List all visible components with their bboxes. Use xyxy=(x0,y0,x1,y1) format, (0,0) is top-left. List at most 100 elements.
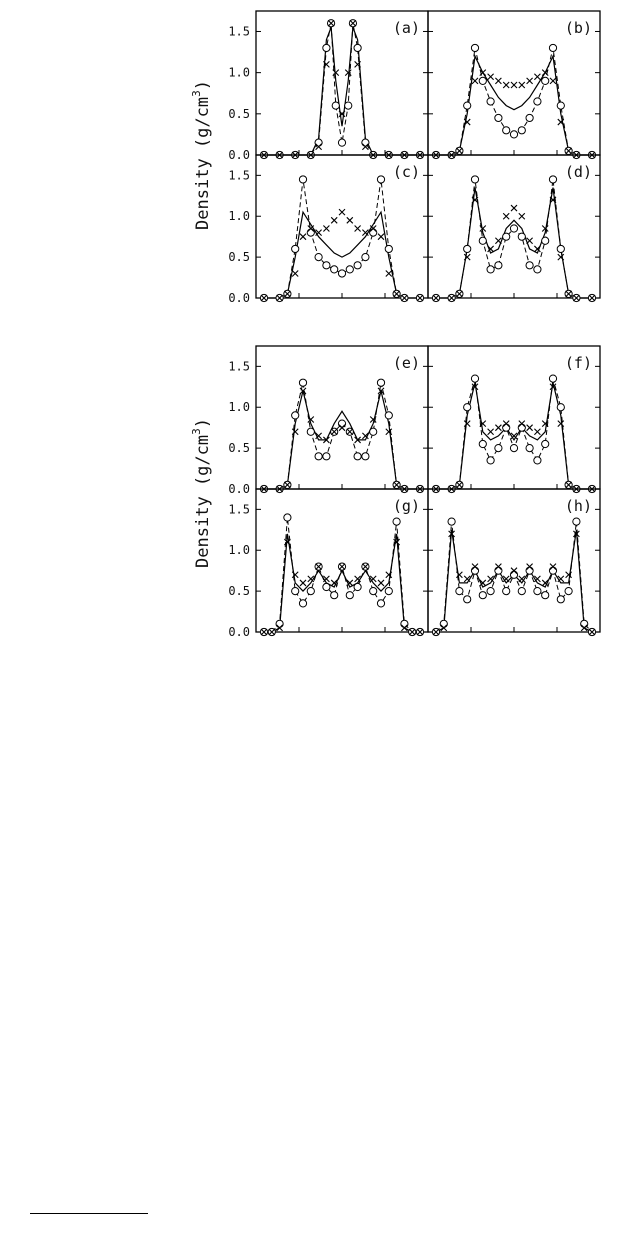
series-line-solid xyxy=(436,187,592,299)
data-point-x xyxy=(354,575,361,583)
data-point-x xyxy=(518,575,526,583)
data-point-x xyxy=(349,19,357,27)
data-point-x xyxy=(377,579,385,587)
data-point-x xyxy=(401,624,408,632)
data-point-circle xyxy=(306,427,315,436)
data-point-circle xyxy=(337,419,347,428)
data-point-x xyxy=(440,624,448,632)
panel-c: 0.0 0.5 1.0 1.5 (c) xyxy=(228,154,429,305)
data-point-circle xyxy=(533,97,542,106)
data-point-circle xyxy=(369,228,378,237)
data-point-circle xyxy=(470,175,480,184)
data-point-x xyxy=(354,61,361,68)
series-line-solid xyxy=(436,54,592,156)
data-point-circle xyxy=(525,444,534,453)
data-point-x xyxy=(580,624,588,632)
y-tick-label: 1.5 xyxy=(228,502,250,516)
data-point-circle xyxy=(439,619,448,628)
data-point-x xyxy=(354,225,361,232)
y-tick-label: 1.0 xyxy=(228,66,250,80)
data-point-circle xyxy=(392,517,401,526)
data-point-circle xyxy=(322,452,331,461)
data-point-circle xyxy=(509,570,519,579)
data-point-x xyxy=(346,428,354,436)
data-point-circle xyxy=(384,587,393,596)
data-point-x xyxy=(276,294,283,302)
data-point-x xyxy=(479,225,487,232)
data-point-circle xyxy=(345,591,354,600)
data-point-x xyxy=(393,290,400,298)
y-tick-label: 1.5 xyxy=(228,359,250,373)
data-point-circle xyxy=(525,113,534,123)
y-tick-label: 0.5 xyxy=(228,584,250,598)
data-point-circle xyxy=(494,444,503,453)
data-point-x xyxy=(284,290,291,298)
series-line-solid xyxy=(264,27,420,156)
data-point-x xyxy=(557,118,565,126)
series-line-solid xyxy=(436,382,592,490)
data-point-x xyxy=(502,575,510,583)
data-point-x xyxy=(526,237,533,245)
data-point-x xyxy=(518,420,526,427)
data-point-x xyxy=(463,253,471,261)
data-point-circle xyxy=(337,269,347,278)
data-point-circle xyxy=(533,587,542,596)
data-point-x xyxy=(456,147,463,155)
data-point-circle xyxy=(509,444,519,453)
data-point-circle xyxy=(502,126,511,135)
data-point-x xyxy=(487,575,494,583)
data-point-circle xyxy=(384,244,393,254)
series-line-dashed xyxy=(264,382,420,490)
data-point-circle xyxy=(353,43,362,53)
data-point-x xyxy=(369,225,377,232)
data-point-circle xyxy=(517,126,526,135)
data-point-circle xyxy=(376,378,386,387)
data-point-x xyxy=(432,294,440,302)
data-point-circle xyxy=(291,244,300,254)
data-point-x xyxy=(526,424,533,432)
panel-label: (b) xyxy=(565,19,592,37)
data-point-x xyxy=(338,110,346,118)
data-point-circle xyxy=(494,113,503,123)
data-point-circle xyxy=(541,76,550,85)
data-point-x xyxy=(502,212,510,220)
data-point-circle xyxy=(548,566,558,575)
data-point-x xyxy=(471,196,479,204)
data-point-circle xyxy=(533,456,542,465)
data-point-circle xyxy=(376,175,386,184)
data-point-circle xyxy=(330,591,339,600)
data-point-x xyxy=(291,428,299,436)
data-point-x xyxy=(260,294,268,302)
data-point-x xyxy=(338,563,346,570)
data-point-circle xyxy=(306,228,315,237)
data-point-x xyxy=(338,208,346,216)
data-point-circle xyxy=(322,261,331,270)
data-point-circle xyxy=(548,175,558,184)
data-point-x xyxy=(534,245,541,253)
y-tick-label: 1.0 xyxy=(228,400,250,414)
data-point-circle xyxy=(509,130,519,139)
data-point-x xyxy=(549,383,557,391)
series-line-solid xyxy=(435,529,593,633)
data-point-x xyxy=(471,563,479,570)
data-point-circle xyxy=(455,587,464,596)
data-point-x xyxy=(573,294,580,302)
data-point-circle xyxy=(486,456,495,465)
data-point-x xyxy=(549,77,557,85)
data-point-circle xyxy=(353,261,362,270)
data-point-x xyxy=(315,563,322,570)
data-point-x xyxy=(463,118,471,126)
data-point-x xyxy=(557,253,565,261)
series-line-dashed xyxy=(436,179,592,299)
y-tick-label: 0.0 xyxy=(228,625,250,639)
data-point-circle xyxy=(509,224,519,233)
data-point-x xyxy=(502,81,510,89)
data-point-x xyxy=(557,420,565,427)
data-point-x xyxy=(495,237,502,245)
data-point-x xyxy=(541,420,549,427)
data-point-x xyxy=(369,416,377,423)
data-point-x xyxy=(330,216,338,224)
series-line-dashed xyxy=(436,378,592,490)
data-point-x xyxy=(549,196,557,204)
panel-label: (e) xyxy=(393,354,420,372)
